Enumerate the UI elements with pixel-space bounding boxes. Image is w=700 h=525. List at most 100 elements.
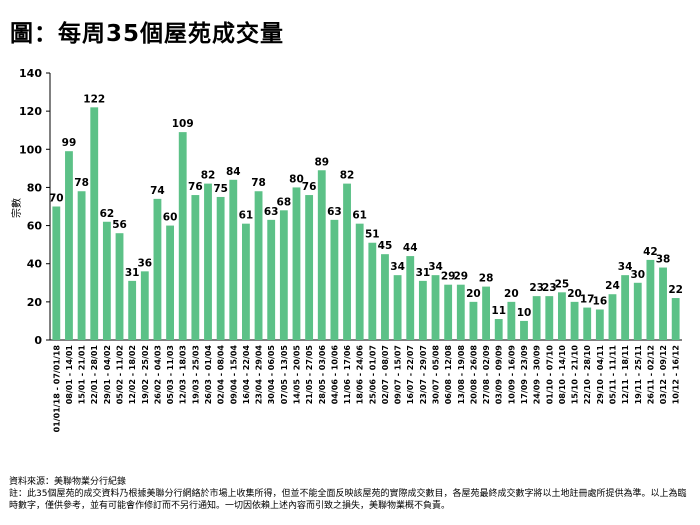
bar — [482, 286, 490, 340]
y-tick-label: 80 — [27, 181, 43, 194]
data-label: 22 — [668, 284, 683, 296]
data-label: 61 — [239, 210, 254, 222]
data-label: 29 — [441, 271, 456, 283]
bar — [507, 301, 516, 340]
x-tick-label: 09/04 - 15/04 — [229, 345, 238, 405]
data-label: 122 — [83, 93, 105, 105]
data-label: 62 — [100, 208, 115, 220]
x-tick-label: 12/03 - 18/03 — [179, 345, 188, 404]
x-tick-label: 24/09 - 30/09 — [533, 345, 542, 405]
bar — [153, 198, 162, 340]
bar — [317, 170, 326, 340]
data-label: 34 — [390, 261, 405, 273]
data-label: 109 — [172, 118, 194, 130]
data-label: 45 — [378, 240, 393, 252]
bar — [216, 196, 225, 340]
y-axis-label: 宗數 — [10, 198, 23, 218]
x-tick-label: 07/05 - 13/05 — [280, 345, 289, 405]
data-label: 63 — [264, 206, 279, 218]
x-tick-label: 19/11 - 25/11 — [634, 345, 643, 405]
bar — [633, 282, 642, 340]
x-tick-label: 26/11 - 02/12 — [646, 345, 655, 404]
bar — [254, 191, 263, 340]
data-label: 20 — [466, 288, 481, 300]
x-tick-label: 26/02 - 04/03 — [153, 345, 162, 404]
x-tick-label: 25/06 - 01/07 — [368, 345, 377, 404]
data-label: 17 — [580, 294, 595, 306]
bar — [267, 219, 276, 340]
x-tick-label: 28/05 - 03/06 — [318, 345, 327, 405]
x-tick-label: 01/10 - 07/10 — [545, 345, 554, 405]
x-tick-label: 26/03 - 01/04 — [204, 345, 213, 405]
data-label: 63 — [327, 206, 342, 218]
x-tick-label: 23/04 - 29/04 — [255, 345, 264, 405]
disclaimer-note: 註：此35個屋苑的成交資料乃根據美聯分行網絡於市場上收集所得，但並不能全面反映該… — [9, 489, 687, 511]
bar — [545, 296, 554, 340]
bar — [330, 219, 339, 340]
data-label: 23 — [542, 282, 557, 294]
data-label: 28 — [479, 273, 494, 285]
data-label: 20 — [567, 288, 582, 300]
x-tick-label: 16/07 - 22/07 — [406, 345, 415, 404]
data-label: 44 — [403, 242, 418, 254]
data-label: 24 — [605, 280, 620, 292]
bar — [115, 233, 124, 340]
bar — [393, 275, 402, 340]
x-tick-label: 12/11 - 18/11 — [621, 345, 630, 405]
bar — [671, 298, 680, 340]
x-tick-label: 15/10 - 21/10 — [571, 345, 580, 405]
x-tick-label: 17/09 - 23/09 — [520, 345, 529, 405]
data-label: 51 — [365, 229, 380, 241]
x-tick-label: 01/01/18 - 07/01/18 — [52, 345, 61, 433]
x-tick-label: 18/06 - 24/06 — [356, 345, 365, 405]
data-label: 34 — [618, 261, 633, 273]
x-tick-label: 09/07 - 15/07 — [394, 345, 403, 404]
bar — [166, 225, 174, 340]
chart-title: 圖：每周35個屋苑成交量 — [10, 21, 285, 47]
bar — [77, 191, 86, 340]
x-tick-label: 05/03 - 11/03 — [166, 345, 175, 404]
x-tick-label: 19/03 - 25/03 — [191, 345, 200, 404]
bar — [229, 179, 238, 340]
data-label: 36 — [137, 257, 152, 269]
bar — [659, 267, 667, 340]
y-tick-label: 140 — [19, 67, 42, 80]
bar — [52, 206, 61, 340]
x-tick-label: 30/07 - 05/08 — [432, 345, 441, 405]
x-tick-label: 06/08 - 12/08 — [444, 345, 453, 405]
data-label: 42 — [643, 246, 658, 258]
data-label: 76 — [188, 181, 203, 193]
data-label: 78 — [251, 177, 266, 189]
data-label: 82 — [201, 170, 216, 182]
bar — [431, 275, 440, 340]
y-tick-label: 60 — [27, 220, 43, 233]
data-label: 78 — [74, 177, 89, 189]
x-tick-label: 16/04 - 22/04 — [242, 345, 251, 405]
y-tick-label: 120 — [19, 105, 42, 118]
data-label: 16 — [593, 295, 608, 307]
bar — [242, 223, 250, 340]
x-tick-label: 30/04 - 06/05 — [267, 345, 276, 405]
data-label: 80 — [289, 173, 304, 185]
bar — [140, 271, 149, 340]
data-label: 61 — [352, 210, 367, 222]
data-label: 29 — [453, 271, 468, 283]
bar — [532, 296, 541, 340]
x-tick-labels: 01/01/18 - 07/01/18 08/01 - 14/01 15/01 - … — [52, 345, 680, 433]
bar — [191, 195, 200, 340]
x-tick-label: 21/05 - 27/05 — [305, 345, 314, 405]
bar — [102, 221, 111, 340]
x-tick-label: 12/02 - 18/02 — [128, 345, 137, 404]
bar — [570, 301, 579, 340]
x-tick-label: 27/08 - 02/09 — [482, 345, 491, 405]
y-tick-label: 0 — [34, 334, 42, 347]
bar — [279, 210, 288, 340]
x-tick-label: 03/12 - 09/12 — [659, 345, 668, 404]
bar — [418, 280, 427, 340]
bar — [406, 256, 415, 340]
x-tick-label: 08/01 - 14/01 — [65, 345, 74, 405]
bar-series — [52, 107, 680, 340]
x-tick-label: 03/09 - 09/09 — [495, 345, 504, 405]
data-label: 20 — [504, 288, 519, 300]
